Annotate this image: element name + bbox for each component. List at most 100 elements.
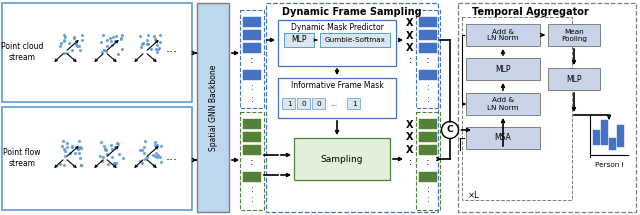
Point	[60, 154, 70, 158]
Bar	[240, 112, 264, 210]
Point	[63, 41, 74, 44]
Point	[152, 43, 162, 47]
Point	[59, 34, 69, 37]
Text: Add &
LN Norm: Add & LN Norm	[487, 29, 519, 41]
Point	[74, 45, 84, 48]
Bar	[609, 138, 616, 150]
Bar	[419, 119, 437, 129]
Point	[74, 140, 84, 143]
Text: Person i: Person i	[595, 162, 623, 168]
Point	[75, 146, 85, 149]
Bar	[240, 10, 264, 108]
Text: Dynamic Frame Sampling: Dynamic Frame Sampling	[282, 7, 422, 17]
Point	[156, 145, 166, 148]
Text: Add &
LN Norm: Add & LN Norm	[487, 97, 519, 111]
Point	[96, 141, 106, 144]
Bar	[466, 127, 540, 149]
Point	[100, 148, 111, 152]
Text: :: :	[408, 157, 412, 167]
Point	[152, 48, 163, 51]
Bar	[2, 3, 192, 102]
Point	[151, 151, 161, 155]
Bar	[347, 98, 360, 109]
Point	[111, 34, 121, 37]
Point	[117, 34, 127, 37]
Point	[76, 163, 86, 166]
Point	[142, 38, 152, 42]
Point	[143, 43, 154, 46]
Point	[150, 143, 160, 147]
Point	[67, 48, 77, 52]
Text: MLP: MLP	[566, 75, 582, 83]
Text: 1: 1	[352, 101, 356, 107]
Point	[102, 38, 112, 41]
Bar	[419, 145, 437, 155]
Point	[59, 164, 69, 167]
Point	[99, 144, 109, 148]
Point	[68, 36, 79, 40]
Bar	[294, 138, 390, 180]
Bar	[243, 30, 261, 40]
Point	[71, 43, 81, 46]
Bar	[419, 17, 437, 27]
Point	[103, 162, 113, 166]
Point	[65, 151, 75, 155]
Point	[156, 155, 166, 159]
Text: Gumble-Softmax: Gumble-Softmax	[324, 37, 385, 43]
Bar	[548, 24, 600, 46]
Text: Informative Frame Mask: Informative Frame Mask	[291, 81, 383, 91]
Text: 0: 0	[317, 101, 321, 107]
Point	[142, 42, 152, 46]
Text: MSA: MSA	[495, 134, 511, 143]
Point	[114, 153, 124, 156]
Point	[111, 162, 121, 165]
Point	[140, 157, 150, 161]
Point	[152, 155, 162, 159]
Text: :: :	[427, 195, 429, 204]
Bar	[243, 17, 261, 27]
Point	[113, 142, 123, 145]
Bar	[243, 172, 261, 182]
Point	[136, 45, 147, 48]
Point	[154, 46, 164, 50]
Bar	[197, 3, 229, 212]
Bar	[419, 30, 437, 40]
Bar	[419, 70, 437, 80]
Point	[95, 40, 106, 43]
Point	[149, 34, 159, 38]
Point	[74, 148, 84, 151]
Point	[100, 147, 111, 150]
Bar	[416, 112, 440, 210]
Point	[147, 153, 157, 157]
Text: C: C	[447, 126, 453, 135]
Text: 1: 1	[287, 101, 291, 107]
Point	[149, 164, 159, 167]
Point	[109, 161, 120, 164]
Bar	[266, 3, 438, 212]
Text: :: :	[251, 83, 253, 92]
Point	[151, 146, 161, 149]
Point	[106, 39, 116, 42]
Text: ×L: ×L	[468, 192, 480, 201]
Bar	[466, 58, 540, 80]
Bar	[243, 119, 261, 129]
Text: :: :	[250, 55, 254, 65]
Text: :: :	[408, 55, 412, 65]
Text: :: :	[426, 55, 430, 65]
Point	[150, 141, 160, 144]
Bar	[601, 120, 608, 145]
Point	[74, 151, 84, 155]
Point	[143, 33, 153, 36]
Text: X: X	[406, 18, 413, 28]
Bar	[462, 17, 572, 200]
Bar	[320, 33, 390, 47]
Text: :: :	[427, 186, 429, 195]
Text: Temporal Aggregator: Temporal Aggregator	[472, 7, 588, 17]
Point	[102, 44, 112, 48]
Circle shape	[442, 121, 458, 138]
Point	[156, 160, 166, 164]
Point	[139, 151, 149, 155]
Point	[102, 152, 113, 155]
Point	[155, 33, 165, 36]
Point	[76, 146, 86, 150]
